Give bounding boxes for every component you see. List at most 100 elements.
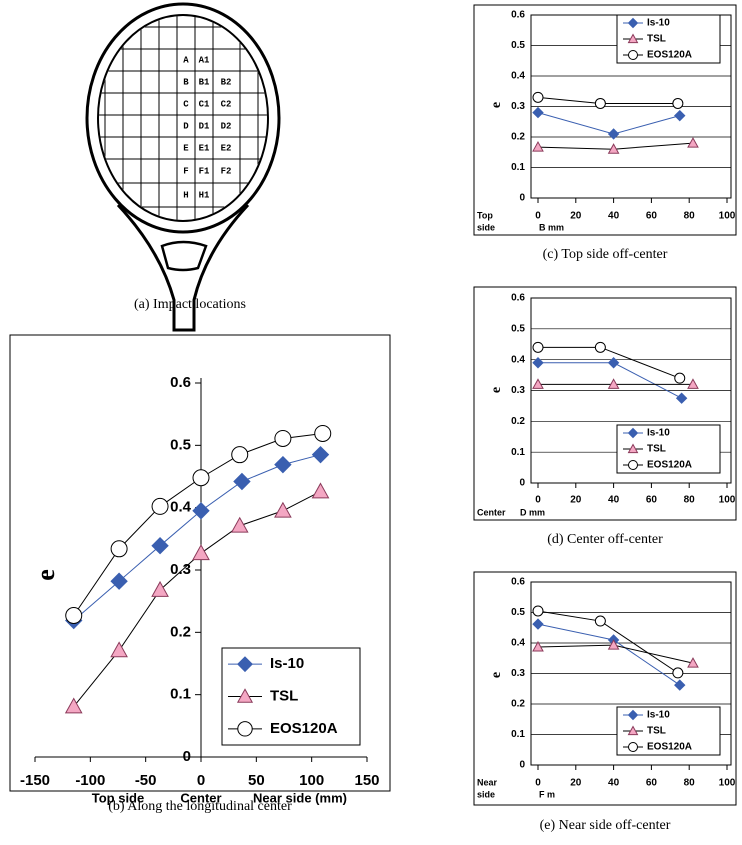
series-line bbox=[538, 363, 682, 398]
y-tick-label: 0.2 bbox=[511, 699, 525, 710]
y-tick-label: 0.5 bbox=[511, 40, 525, 51]
marker bbox=[675, 111, 685, 121]
marker bbox=[275, 503, 291, 517]
y-tick-label: 0.3 bbox=[170, 561, 191, 578]
y-tick-label: 0.6 bbox=[511, 577, 525, 588]
marker bbox=[111, 541, 127, 557]
series-line bbox=[538, 97, 678, 103]
marker bbox=[313, 483, 329, 497]
marker bbox=[232, 447, 248, 463]
y-tick-label: 0.6 bbox=[170, 374, 191, 391]
caption: (c) Top side off-center bbox=[543, 247, 668, 262]
y-axis-label: e bbox=[489, 102, 504, 108]
y-tick-label: 0.5 bbox=[511, 607, 525, 618]
cell-label: E1 bbox=[199, 143, 210, 153]
marker bbox=[152, 582, 168, 596]
series-line bbox=[538, 113, 680, 134]
marker bbox=[609, 358, 619, 368]
cell-label: C bbox=[183, 99, 189, 109]
marker bbox=[111, 573, 127, 589]
marker bbox=[533, 108, 543, 118]
x-axis-label: F m bbox=[539, 789, 555, 799]
marker bbox=[66, 608, 82, 624]
y-tick-label: 0.4 bbox=[511, 71, 525, 82]
series-line bbox=[538, 624, 680, 685]
marker bbox=[595, 342, 605, 352]
legend-label: TSL bbox=[647, 726, 666, 737]
y-tick-label: 0 bbox=[519, 478, 525, 489]
cell-label: F2 bbox=[221, 166, 232, 176]
marker bbox=[595, 98, 605, 108]
x-tick-label: -150 bbox=[20, 772, 50, 789]
x-tick-label: 60 bbox=[646, 495, 658, 506]
marker bbox=[275, 457, 291, 473]
x-tick-label: -50 bbox=[135, 772, 157, 789]
legend-label: EOS120A bbox=[647, 50, 692, 61]
caption: (e) Near side off-center bbox=[540, 818, 671, 833]
legend-marker bbox=[629, 51, 638, 60]
y-tick-label: 0 bbox=[183, 748, 191, 765]
marker bbox=[533, 92, 543, 102]
cell-label: B1 bbox=[199, 77, 210, 87]
cell-label: H bbox=[183, 190, 188, 200]
y-tick-label: 0.2 bbox=[170, 623, 191, 640]
x-tick-label: 50 bbox=[248, 772, 265, 789]
x-tick-label: 60 bbox=[646, 211, 658, 222]
x-axis-label: B mm bbox=[539, 222, 564, 232]
x-tick-label: 0 bbox=[197, 772, 205, 789]
y-tick-label: 0.3 bbox=[511, 385, 525, 396]
side-label: Near bbox=[477, 777, 498, 787]
legend-label: Is-10 bbox=[270, 655, 304, 672]
x-tick-label: 20 bbox=[570, 211, 582, 222]
legend-label: TSL bbox=[647, 34, 666, 45]
y-tick-label: 0.1 bbox=[511, 447, 525, 458]
y-tick-label: 0.1 bbox=[511, 729, 525, 740]
marker bbox=[675, 373, 685, 383]
marker bbox=[111, 642, 127, 656]
cell-label: F1 bbox=[199, 166, 210, 176]
y-tick-label: 0.3 bbox=[511, 101, 525, 112]
legend-label: Is-10 bbox=[647, 428, 670, 439]
y-tick-label: 0 bbox=[519, 760, 525, 771]
marker bbox=[673, 668, 683, 678]
marker bbox=[152, 538, 168, 554]
y-tick-label: 0.4 bbox=[170, 499, 192, 516]
marker bbox=[193, 470, 209, 486]
y-axis-label: e bbox=[489, 387, 504, 393]
legend-label: EOS120A bbox=[647, 460, 692, 471]
legend-marker bbox=[238, 722, 252, 736]
x-tick-label: 20 bbox=[570, 778, 582, 789]
y-tick-label: 0.5 bbox=[170, 436, 191, 453]
x-tick-label: 100 bbox=[299, 772, 324, 789]
cell-label: D bbox=[183, 121, 189, 131]
marker bbox=[313, 447, 329, 463]
marker bbox=[193, 545, 209, 559]
y-tick-label: 0.3 bbox=[511, 668, 525, 679]
marker bbox=[533, 342, 543, 352]
x-tick-label: 40 bbox=[608, 211, 620, 222]
marker bbox=[193, 503, 209, 519]
x-tick-label: 80 bbox=[684, 211, 696, 222]
caption: (b) Along the longitudinal center bbox=[108, 799, 292, 814]
marker bbox=[234, 473, 250, 489]
y-tick-label: 0.6 bbox=[511, 293, 525, 304]
y-axis-label: e bbox=[489, 672, 504, 678]
x-tick-label: 40 bbox=[608, 778, 620, 789]
y-axis-label: e bbox=[31, 569, 60, 581]
cell-label: A1 bbox=[199, 55, 210, 65]
x-tick-label: 100 bbox=[719, 778, 736, 789]
chart: 00.10.20.30.40.50.6020406080100CenterD m… bbox=[474, 287, 736, 547]
x-tick-label: 0 bbox=[535, 495, 541, 506]
marker bbox=[275, 430, 291, 446]
marker bbox=[533, 619, 543, 629]
x-tick-label: 100 bbox=[719, 495, 736, 506]
x-tick-label: 80 bbox=[684, 495, 696, 506]
legend-marker bbox=[629, 461, 638, 470]
y-tick-label: 0.1 bbox=[170, 686, 191, 703]
x-tick-label: 0 bbox=[535, 211, 541, 222]
marker bbox=[609, 129, 619, 139]
legend-label: EOS120A bbox=[647, 742, 692, 753]
y-tick-label: 0.2 bbox=[511, 132, 525, 143]
